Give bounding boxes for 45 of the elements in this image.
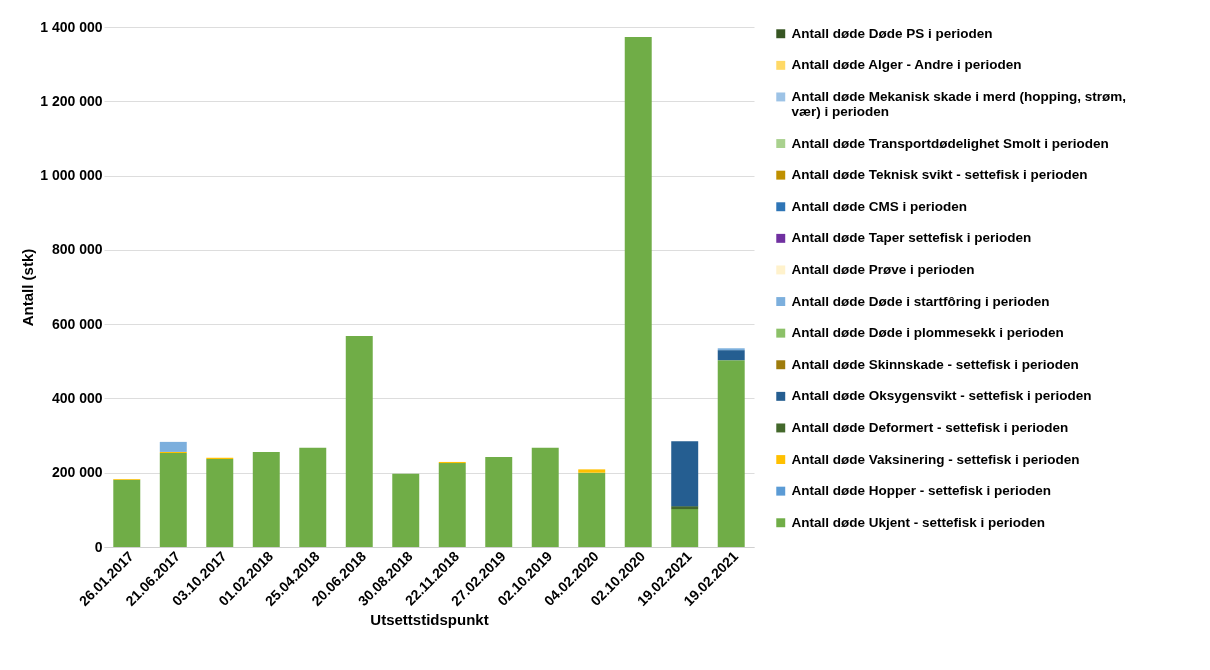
bar: [159, 453, 187, 547]
legend-label: Antall døde Skinnskade - settefisk i perioden: [791, 356, 1079, 372]
bar: [671, 509, 699, 547]
bar: [299, 447, 327, 547]
legend-label: Antall døde Vaksinering - settefisk i perioden: [791, 451, 1080, 467]
legend-label: Antall døde CMS i perioden: [791, 198, 968, 214]
bar: [717, 350, 745, 361]
y-tick-label: 1 000 000: [40, 167, 103, 184]
bar: [252, 451, 280, 547]
bar: [485, 457, 513, 547]
bar: [206, 458, 234, 547]
y-tick-label: 800 000: [51, 241, 103, 258]
legend-label: Antall døde Døde i startfôring i perioden: [791, 293, 1050, 309]
y-tick-label: 1 400 000: [40, 18, 103, 35]
bar: [531, 447, 559, 547]
bar: [671, 441, 699, 507]
legend-label: Antall døde Alger - Andre i perioden: [791, 57, 1022, 73]
bar: [624, 37, 652, 547]
y-tick-label: 0: [94, 538, 103, 555]
bar: [159, 441, 187, 452]
legend-label: Antall døde Døde i plommesekk i perioden: [791, 325, 1064, 341]
legend-label: Antall døde Transportdødelighet Smolt i perioden: [791, 135, 1109, 151]
bar: [345, 336, 373, 547]
legend-label: Antall døde Døde PS i perioden: [791, 25, 993, 41]
bar: [671, 506, 699, 510]
bar: [392, 473, 420, 547]
bar: [578, 472, 606, 547]
x-axis-title: Utsettstidspunkt: [370, 610, 489, 628]
legend-label: Antall døde Taper settefisk i perioden: [791, 230, 1032, 246]
legend-label: Antall døde Ukjent - settefisk i perioden: [791, 514, 1046, 530]
y-tick-label: 1 200 000: [40, 92, 103, 109]
y-tick-label: 200 000: [51, 464, 103, 481]
y-tick-label: 600 000: [51, 315, 103, 332]
legend-label: Antall døde Mekanisk skade i merd (hopping, strøm, vær) i perioden: [791, 88, 1127, 120]
legend-label: Antall døde Oksygensvikt - settefisk i perioden: [791, 388, 1092, 404]
y-tick-label: 400 000: [51, 389, 103, 406]
legend-label: Antall døde Teknisk svikt - settefisk i perioden: [791, 167, 1088, 183]
bar: [438, 463, 466, 547]
bar: [113, 479, 141, 547]
legend-label: Antall døde Deformert - settefisk i perioden: [791, 419, 1069, 435]
bar: [578, 469, 606, 473]
bar: [717, 360, 745, 547]
legend-label: Antall døde Prøve i perioden: [791, 261, 975, 277]
y-axis-title: Antall (stk): [19, 248, 37, 327]
legend-label: Antall døde Hopper - settefisk i perioden: [791, 483, 1052, 499]
